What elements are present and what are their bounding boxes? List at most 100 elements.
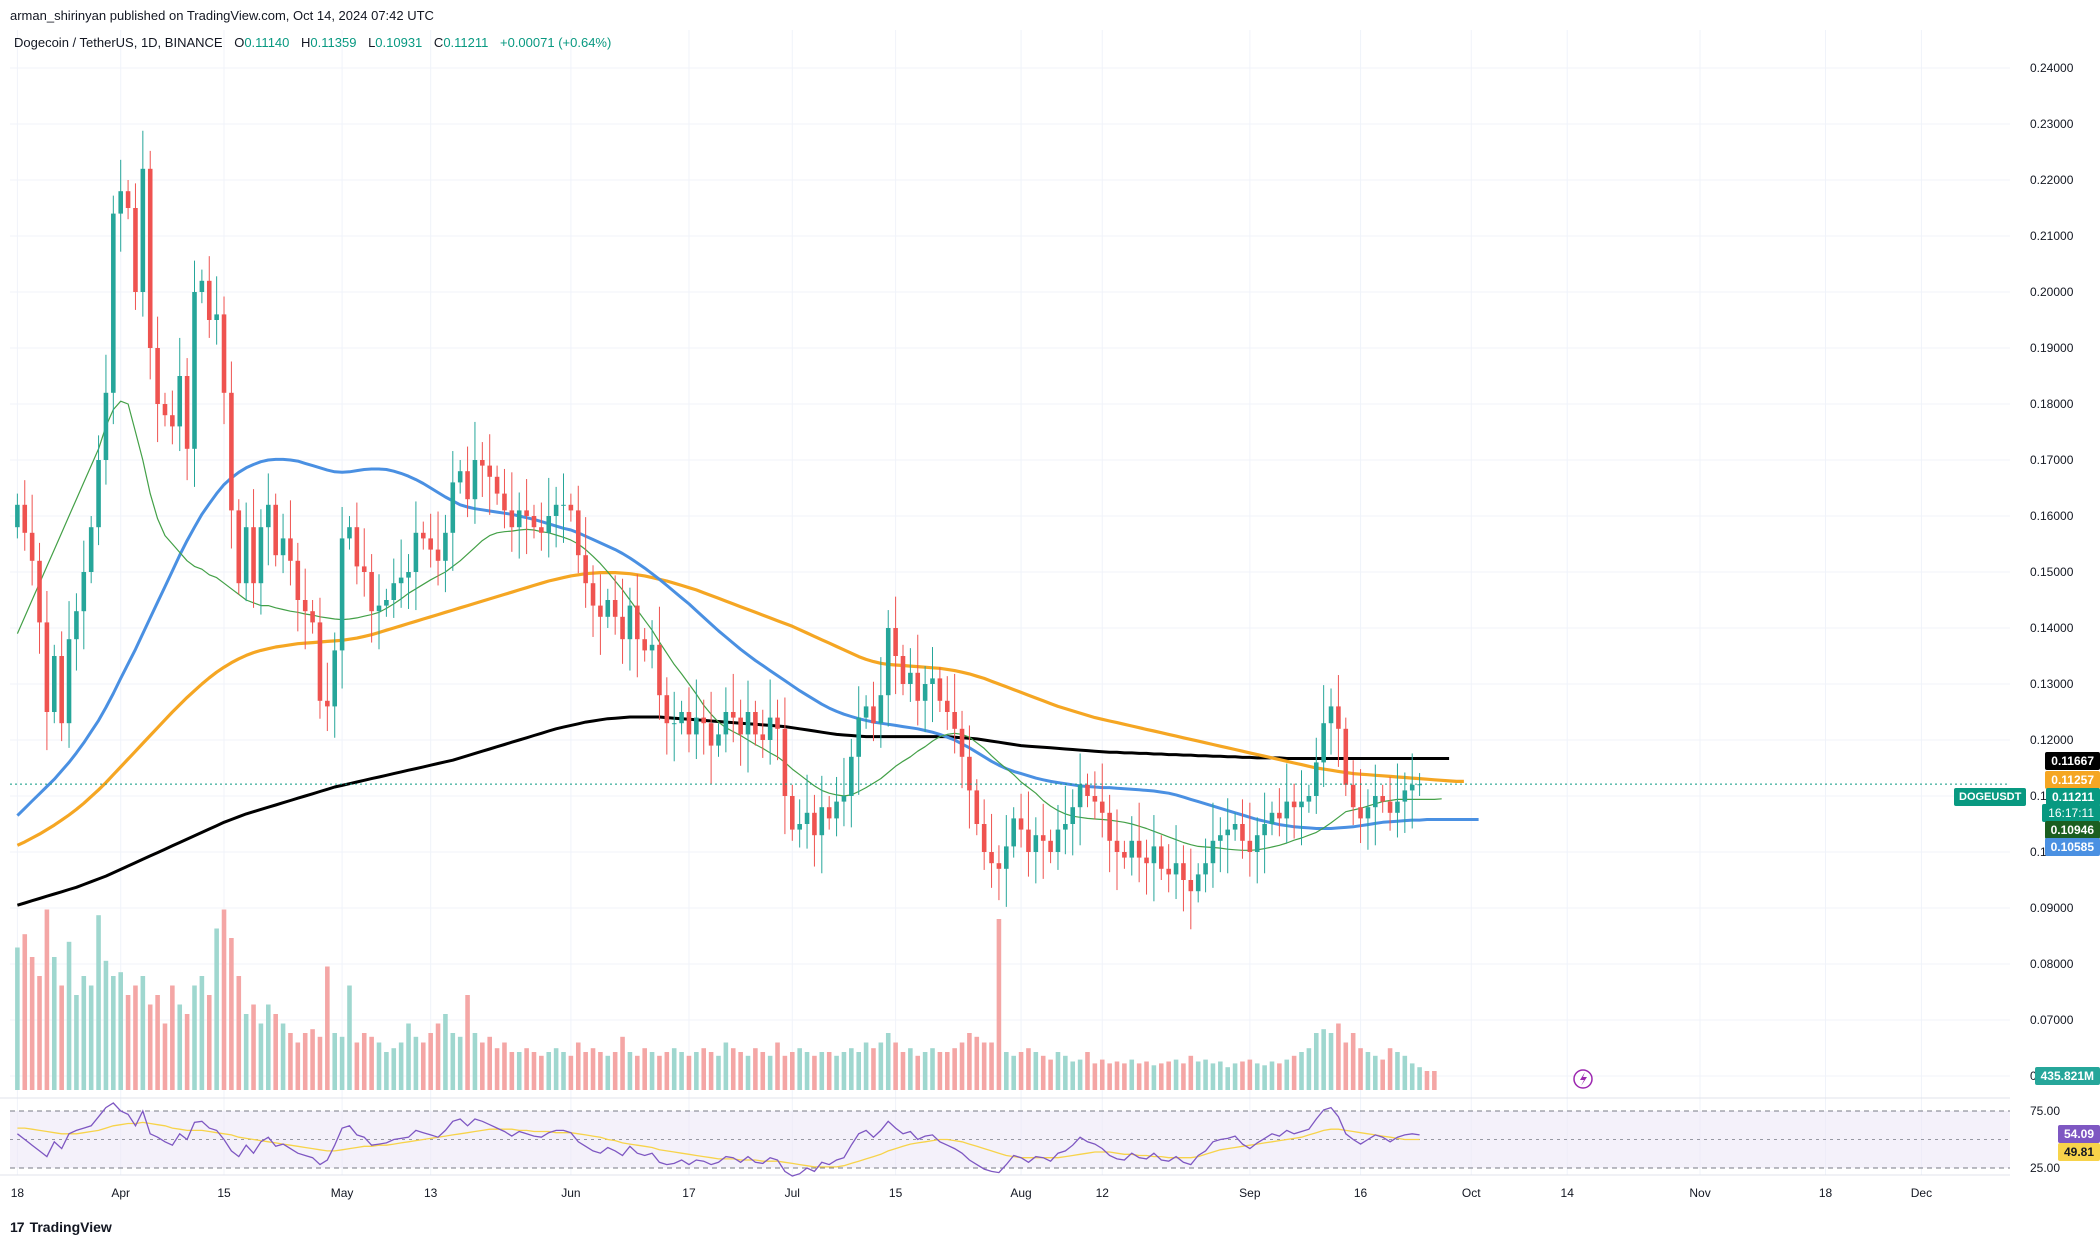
volume-bar <box>1277 1063 1282 1090</box>
volume-bar <box>406 1023 411 1090</box>
volume-bar <box>1210 1063 1216 1090</box>
last-price-tag: 0.11211 <box>2045 788 2100 806</box>
price-tick-label: 0.17000 <box>2030 453 2074 467</box>
volume-bar <box>480 1042 485 1090</box>
grid-lines <box>0 30 2010 1176</box>
candle-body <box>81 572 87 612</box>
candle-body <box>531 516 537 528</box>
volume-bar <box>1173 1059 1179 1090</box>
candlesticks[interactable] <box>15 130 1422 930</box>
candle-body <box>1409 784 1415 791</box>
candle-body <box>1269 812 1275 824</box>
volume-bar <box>1159 1063 1164 1090</box>
volume-bar <box>524 1048 529 1090</box>
volume-bars <box>15 909 1437 1090</box>
tradingview-logo[interactable]: 17 TradingView <box>10 1219 112 1235</box>
candle-body <box>1166 868 1171 875</box>
countdown-tag: 16:17:11 <box>2042 804 2100 822</box>
symbol-legend: Dogecoin / TetherUS, 1D, BINANCE O0.1114… <box>14 35 611 50</box>
volume-bar <box>1195 1061 1201 1090</box>
ma50-price-tag: 0.10585 <box>2044 838 2100 856</box>
volume-bar <box>885 1033 891 1090</box>
candle-body <box>708 723 714 746</box>
volume-bar <box>708 1052 714 1090</box>
candle-body <box>266 504 271 528</box>
time-tick-label: Oct <box>1462 1186 1481 1200</box>
volume-bar <box>1136 1063 1142 1090</box>
volume-bar <box>354 1042 360 1090</box>
volume-bar <box>184 1014 190 1090</box>
volume-bar <box>317 1036 323 1090</box>
candle-body <box>694 717 699 735</box>
volume-bar <box>1040 1055 1046 1090</box>
volume-bar <box>701 1048 707 1090</box>
candle-body <box>1232 824 1238 830</box>
volume-bar <box>428 1033 433 1090</box>
volume-bar <box>295 1042 301 1090</box>
lightning-alert-icon[interactable] <box>1573 1069 1593 1089</box>
volume-bar <box>332 1033 338 1090</box>
price-tick-label: 0.22000 <box>2030 173 2074 187</box>
volume-bar <box>649 1052 655 1090</box>
rsi-ma-line <box>17 1121 1420 1168</box>
candle-body <box>804 812 810 824</box>
volume-bar <box>893 1042 898 1090</box>
volume-bar <box>1232 1063 1238 1090</box>
candle-body <box>443 532 448 561</box>
candle-body <box>1306 796 1312 802</box>
volume-bar <box>664 1052 670 1090</box>
volume-bar <box>1336 1023 1341 1090</box>
candle-body <box>243 527 249 584</box>
candle-body <box>885 628 891 696</box>
candle-body <box>325 700 330 707</box>
time-tick-label: 15 <box>889 1186 903 1200</box>
volume-bar <box>1033 1052 1039 1090</box>
volume-bar <box>775 1042 780 1090</box>
candle-body <box>133 208 138 292</box>
volume-bar <box>856 1052 861 1090</box>
candle-body <box>1395 801 1400 813</box>
candle-body <box>826 807 832 819</box>
candle-body <box>546 516 552 533</box>
time-tick-label: 18 <box>1819 1186 1833 1200</box>
candle-body <box>1063 824 1068 830</box>
volume-bar <box>834 1055 839 1090</box>
time-tick-label: 12 <box>1096 1186 1110 1200</box>
candle-body <box>1188 880 1194 892</box>
volume-bar <box>1365 1052 1371 1090</box>
volume-bar <box>568 1055 574 1090</box>
volume-bar <box>251 1004 256 1090</box>
price-tick-label: 0.21000 <box>2030 229 2074 243</box>
candle-body <box>1107 812 1112 841</box>
price-tick-label: 0.12000 <box>2030 733 2074 747</box>
candle-body <box>1373 796 1378 808</box>
candle-body <box>1328 706 1334 724</box>
candle-body <box>1402 790 1408 802</box>
candle-body <box>1122 852 1127 858</box>
candle-body <box>1254 835 1260 852</box>
volume-bar <box>1225 1067 1230 1090</box>
price-tick-label: 0.08000 <box>2030 957 2074 971</box>
time-axis[interactable]: 18 Apr 15 May 13 Jun 17 Jul 15 Aug 12 Sep 16 Oct 14 Nov… <box>11 1186 1932 1200</box>
volume-bar <box>494 1048 500 1090</box>
volume-bar <box>1085 1052 1090 1090</box>
candle-body <box>1350 784 1356 808</box>
volume-bar <box>561 1052 566 1090</box>
volume-bar <box>302 1033 308 1090</box>
candle-body <box>155 348 160 404</box>
candle-body <box>996 863 1002 869</box>
candle-body <box>103 392 109 460</box>
volume-bar <box>37 976 42 1090</box>
symbol-title[interactable]: Dogecoin / TetherUS, 1D, BINANCE <box>14 35 223 50</box>
candle-body <box>502 493 507 511</box>
candle-body <box>51 656 57 712</box>
price-tick-label: 0.18000 <box>2030 397 2074 411</box>
volume-bar <box>236 976 242 1090</box>
volume-bar <box>871 1048 876 1090</box>
volume-bar <box>44 909 50 1090</box>
time-tick-label: 17 <box>682 1186 696 1200</box>
candle-body <box>280 538 286 556</box>
candle-body <box>376 605 382 612</box>
volume-bar <box>15 947 20 1090</box>
